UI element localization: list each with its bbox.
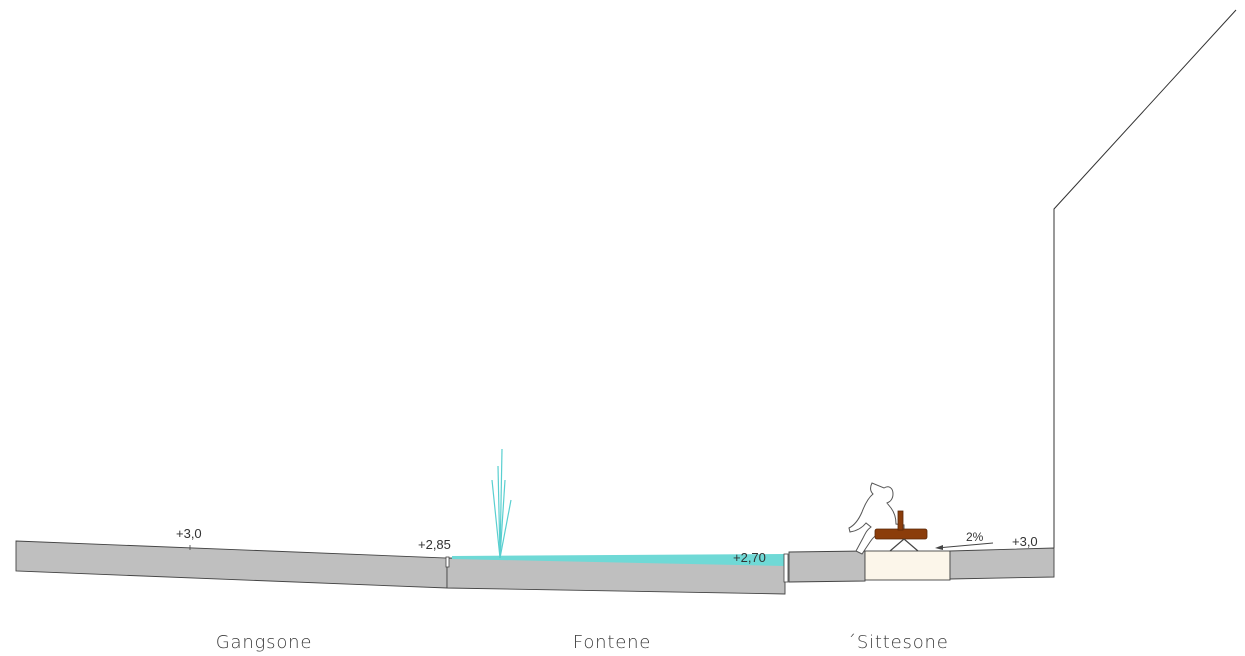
- bench-back: [897, 510, 904, 531]
- seating-slab-right: [949, 547, 1055, 580]
- bench-leg-left: [889, 538, 905, 552]
- bench-seat: [874, 528, 928, 540]
- seated-person: [848, 482, 905, 555]
- building-outline: [1053, 9, 1237, 548]
- fountain-start-elevation: +2,85: [418, 537, 451, 552]
- zone-label-seating: ´Sittesone: [847, 632, 949, 653]
- bench-leg-right: [903, 538, 919, 552]
- zone-label-fountain: Fontene: [572, 632, 652, 653]
- slope-arrow-line: [936, 542, 994, 549]
- seating-zone-elevation: +3,0: [1012, 534, 1038, 549]
- sand-bed: [864, 550, 951, 581]
- slope-arrow-head: [935, 545, 943, 550]
- fountain-jets: [491, 448, 512, 559]
- edge-wall: [783, 553, 789, 583]
- seating-slab-left: [788, 550, 866, 583]
- slope-label: 2%: [966, 530, 984, 544]
- drain-marker: [445, 556, 450, 568]
- walk-zone-elevation: +3,0: [176, 526, 202, 541]
- zone-label-walk: Gangsone: [215, 632, 313, 653]
- walk-zone-slab: [15, 540, 448, 589]
- fountain-end-elevation: +2,70: [733, 550, 766, 565]
- bench-with-person: [848, 482, 928, 555]
- fountain-water: [452, 554, 785, 566]
